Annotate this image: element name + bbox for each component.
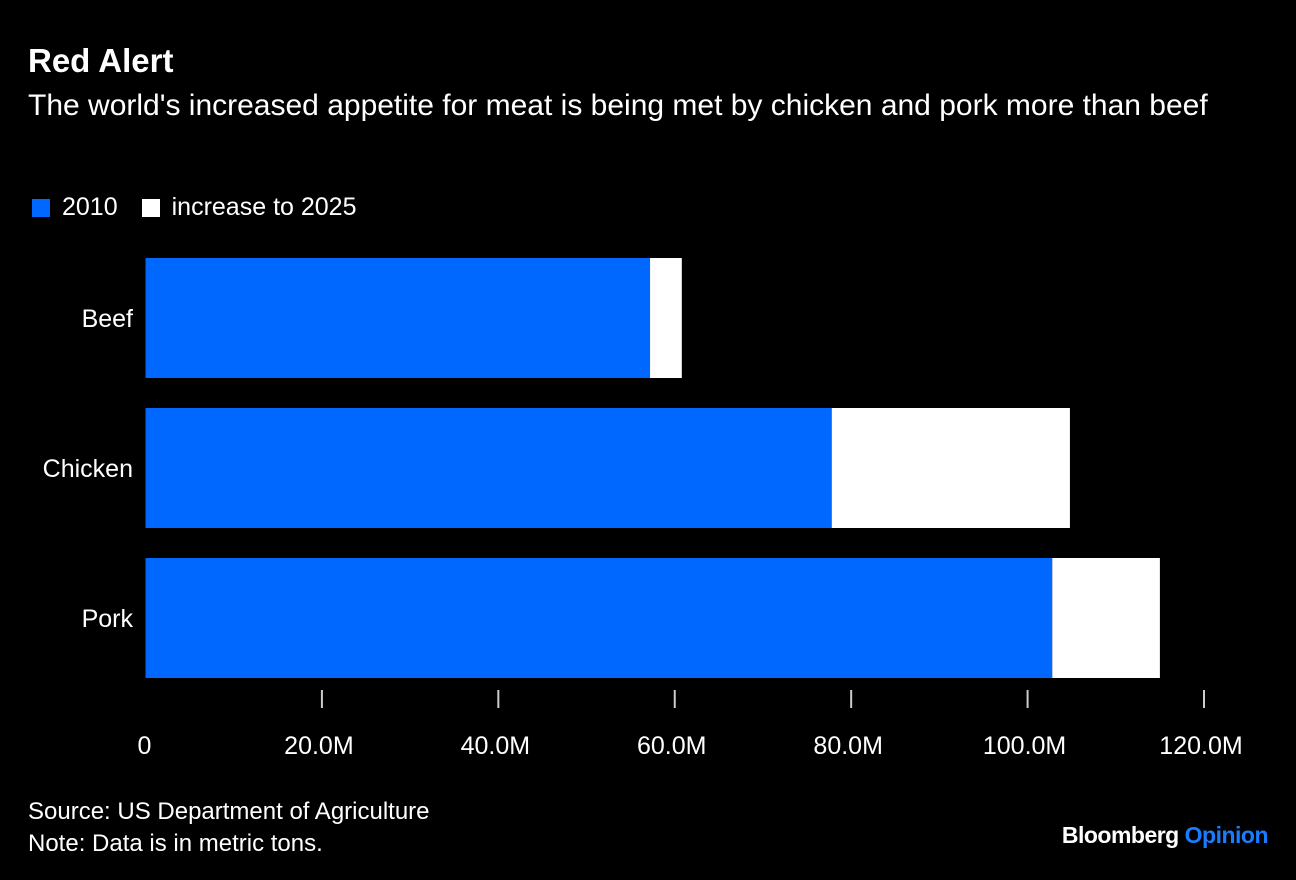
logo-brand: Bloomberg [1061, 822, 1179, 848]
x-tick-label: 100.0M [983, 732, 1066, 760]
x-tick-label: 20.0M [284, 732, 353, 760]
footer: Source: US Department of Agriculture Not… [28, 796, 430, 860]
category-label: Chicken [43, 455, 133, 483]
bar-pork-increase [1052, 558, 1160, 678]
x-tick-label: 0 [138, 732, 152, 760]
bar-chicken-2010 [145, 408, 832, 528]
bar-chicken-increase [831, 408, 1070, 528]
x-tick-label: 80.0M [813, 732, 882, 760]
category-label: Pork [82, 605, 134, 633]
bar-beef-2010 [145, 258, 651, 378]
legend-swatch-increase [141, 198, 160, 217]
source-text: Source: US Department of Agriculture [28, 798, 430, 825]
chart-subtitle: The world's increased appetite for meat … [28, 89, 1208, 122]
bar-pork-2010 [145, 558, 1053, 678]
bar-beef-increase [650, 258, 682, 378]
x-tick-label: 120.0M [1159, 732, 1242, 760]
category-label: Beef [82, 305, 133, 333]
bloomberg-opinion-logo: Bloomberg Opinion [1061, 822, 1269, 849]
chart-title: Red Alert [28, 42, 174, 79]
x-tick-label: 60.0M [637, 732, 706, 760]
legend-item-2010: 2010 [32, 193, 118, 222]
legend-label: increase to 2025 [171, 193, 357, 221]
legend: 2010 increase to 2025 [32, 193, 380, 222]
logo-section: Opinion [1184, 822, 1269, 848]
x-tick-label: 40.0M [461, 732, 530, 760]
legend-swatch-2010 [32, 198, 50, 217]
legend-item-increase: increase to 2025 [141, 193, 357, 222]
legend-label: 2010 [62, 193, 118, 221]
note-text: Note: Data is in metric tons. [28, 830, 323, 857]
